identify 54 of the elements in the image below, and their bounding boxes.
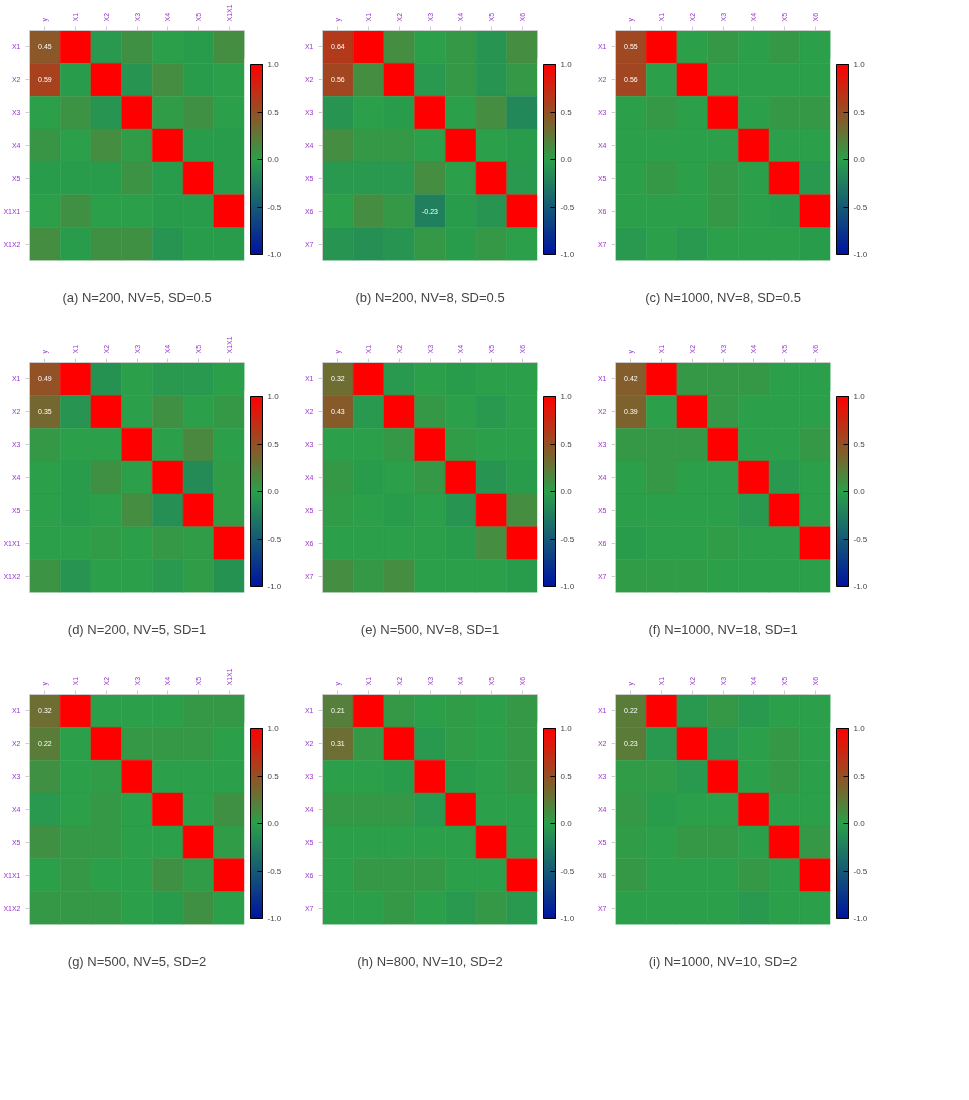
text: (h) N=800, NV=10, SD=2 — [357, 954, 503, 969]
color-bar-label: 0.0 — [267, 155, 280, 164]
color-bar-label: -0.5 — [853, 866, 868, 876]
color-bar-label: 1.0 — [267, 392, 280, 401]
text: (d) N=200, NV=5, SD=1 — [67, 622, 207, 637]
text: (e) N=500, NV=8, SD=1 — [360, 622, 500, 637]
color-bar-label: -1.0 — [560, 250, 575, 259]
color-bar-label: 1.0 — [560, 60, 573, 69]
text: (c) N=1000, NV=8, SD=0.5 — [645, 290, 801, 305]
text: (g) N=500, NV=5, SD=2 — [67, 954, 207, 969]
color-bar-label: -1.0 — [560, 582, 575, 591]
color-bar-label: 0.0 — [853, 819, 866, 828]
text: (a) N=200, NV=5, SD=0.5 — [62, 290, 212, 305]
color-bar-label: 1.0 — [267, 60, 280, 69]
color-bar-label: 0.0 — [560, 819, 573, 828]
color-bar-label: 1.0 — [560, 724, 573, 733]
color-bar-label: 0.5 — [267, 439, 280, 449]
color-bar-label: 1.0 — [560, 392, 573, 401]
color-bar-label: -0.5 — [267, 534, 282, 544]
color-bar-label: 0.5 — [560, 439, 573, 449]
color-bar-label: -0.5 — [560, 866, 575, 876]
color-bar-label: 1.0 — [853, 724, 866, 733]
color-bar-label: 0.0 — [267, 487, 280, 496]
color-bar-label: 0.5 — [853, 107, 866, 117]
color-bar-label: 1.0 — [267, 724, 280, 733]
color-bar-label: 0.0 — [853, 487, 866, 496]
color-bar-label: -1.0 — [853, 250, 868, 259]
color-bar-label: -0.5 — [267, 202, 282, 212]
color-bar-label: -0.5 — [853, 534, 868, 544]
color-bar-label: 1.0 — [853, 60, 866, 69]
color-bar-label: 0.5 — [267, 107, 280, 117]
color-bar-label: 0.5 — [853, 439, 866, 449]
color-bar-label: -0.5 — [560, 534, 575, 544]
color-bar-label: 0.0 — [560, 487, 573, 496]
color-bar-label: 0.0 — [560, 155, 573, 164]
color-bar-label: 0.5 — [267, 771, 280, 781]
color-bar-label: 0.5 — [853, 771, 866, 781]
color-bar-label: -0.5 — [560, 202, 575, 212]
color-bar-label: 0.5 — [560, 107, 573, 117]
color-bar-label: 0.0 — [267, 819, 280, 828]
color-bar-label: -1.0 — [267, 250, 282, 259]
color-bar-label: -0.5 — [853, 202, 868, 212]
color-bar-label: 1.0 — [853, 392, 866, 401]
color-bar-label: -1.0 — [267, 914, 282, 923]
color-bar-label: 0.5 — [560, 771, 573, 781]
color-bar-label: -0.5 — [267, 866, 282, 876]
text: (f) N=1000, NV=18, SD=1 — [648, 622, 798, 637]
color-bar-label: -1.0 — [853, 914, 868, 923]
color-bar-label: 0.0 — [853, 155, 866, 164]
color-bar-label: -1.0 — [853, 582, 868, 591]
color-bar-label: -1.0 — [267, 582, 282, 591]
text: (b) N=200, NV=8, SD=0.5 — [355, 290, 505, 305]
text: (i) N=1000, NV=10, SD=2 — [648, 954, 798, 969]
color-bar-label: -1.0 — [560, 914, 575, 923]
